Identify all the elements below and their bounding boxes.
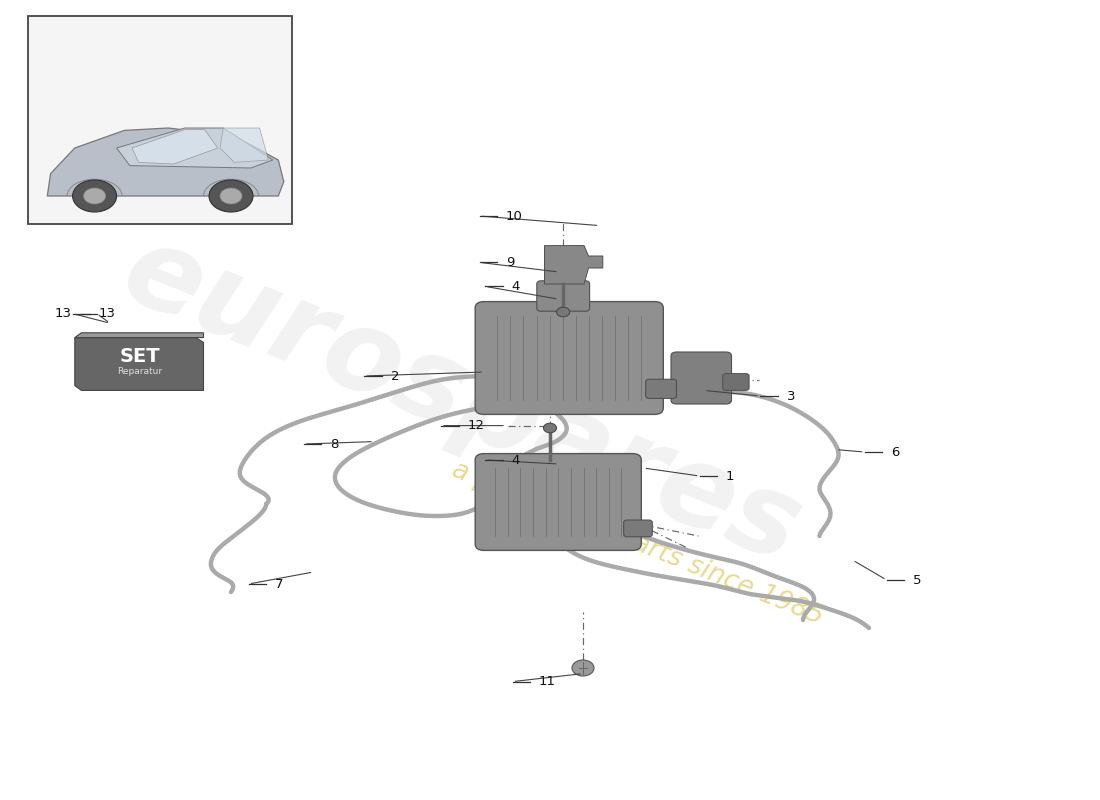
Polygon shape	[75, 338, 204, 390]
Polygon shape	[75, 333, 204, 338]
Text: 3: 3	[786, 390, 795, 402]
Polygon shape	[117, 128, 273, 168]
FancyBboxPatch shape	[28, 16, 292, 224]
Circle shape	[73, 180, 117, 212]
FancyBboxPatch shape	[624, 520, 652, 537]
Polygon shape	[544, 246, 603, 284]
Polygon shape	[47, 128, 284, 196]
Text: 4: 4	[512, 280, 520, 293]
Text: 8: 8	[330, 438, 339, 450]
Text: 9: 9	[506, 256, 515, 269]
Text: Reparatur: Reparatur	[117, 367, 163, 377]
FancyBboxPatch shape	[723, 374, 749, 390]
Text: a passion for parts since 1985: a passion for parts since 1985	[449, 458, 827, 630]
Text: eurospares: eurospares	[108, 214, 816, 586]
FancyBboxPatch shape	[475, 454, 641, 550]
Polygon shape	[220, 128, 268, 162]
FancyBboxPatch shape	[475, 302, 663, 414]
Circle shape	[572, 660, 594, 676]
Text: 12: 12	[468, 419, 484, 432]
Circle shape	[220, 188, 242, 204]
Text: 2: 2	[390, 370, 399, 382]
FancyBboxPatch shape	[671, 352, 732, 404]
Polygon shape	[132, 130, 218, 164]
Text: 11: 11	[539, 675, 556, 688]
Text: 10: 10	[506, 210, 522, 222]
Text: 5: 5	[913, 574, 922, 586]
Circle shape	[557, 307, 570, 317]
Circle shape	[84, 188, 106, 204]
FancyBboxPatch shape	[646, 379, 676, 398]
Text: 6: 6	[891, 446, 900, 458]
Circle shape	[543, 423, 557, 433]
Text: 4: 4	[512, 454, 520, 466]
Text: 7: 7	[275, 578, 284, 590]
Text: SET: SET	[120, 347, 160, 366]
FancyBboxPatch shape	[537, 281, 590, 311]
Circle shape	[209, 180, 253, 212]
Text: 13: 13	[55, 307, 72, 320]
Text: 13: 13	[99, 307, 116, 320]
Text: 1: 1	[726, 470, 735, 482]
